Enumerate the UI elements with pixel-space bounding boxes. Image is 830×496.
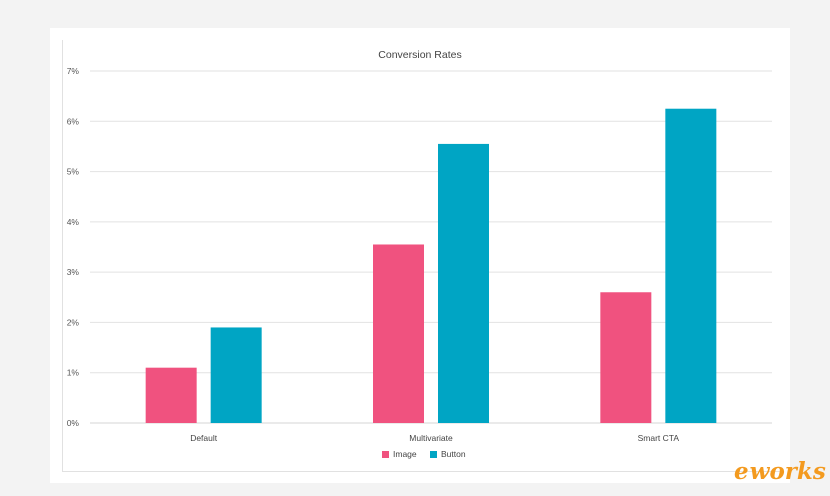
watermark-works-text: works xyxy=(749,458,826,485)
label-layer: 0% 1% 2% 3% 4% 5% 6% 7% Default Multivariate Smart… xyxy=(67,66,680,443)
legend-swatch-image xyxy=(382,451,389,458)
legend-swatch-button xyxy=(430,451,437,458)
y-tick-label: 1% xyxy=(67,368,80,378)
x-tick-label: Default xyxy=(190,433,218,443)
y-tick-label: 0% xyxy=(67,418,80,428)
y-tick-label: 2% xyxy=(67,317,80,327)
x-tick-label: Smart CTA xyxy=(638,433,680,443)
e-works-watermark: eworks xyxy=(734,456,826,488)
y-tick-label: 4% xyxy=(67,217,80,227)
bar-image-default xyxy=(145,367,197,423)
legend-label-button: Button xyxy=(441,449,466,459)
bar-image-smart-cta xyxy=(600,292,652,423)
chart-title: Conversion Rates xyxy=(378,49,461,61)
legend: Image Button xyxy=(382,449,466,459)
bar-button-default xyxy=(210,327,262,423)
legend-label-image: Image xyxy=(393,449,417,459)
bar-image-multivariate xyxy=(373,244,424,423)
y-tick-label: 6% xyxy=(67,116,80,126)
bar-layer xyxy=(145,108,717,423)
y-tick-label: 3% xyxy=(67,267,80,277)
bar-button-smart-cta xyxy=(665,108,717,423)
bar-button-multivariate xyxy=(438,143,489,423)
watermark-e-logo: e xyxy=(734,458,749,485)
grid-layer xyxy=(90,70,772,424)
y-tick-label: 7% xyxy=(67,66,80,76)
x-tick-label: Multivariate xyxy=(409,433,453,443)
y-tick-label: 5% xyxy=(67,167,80,177)
